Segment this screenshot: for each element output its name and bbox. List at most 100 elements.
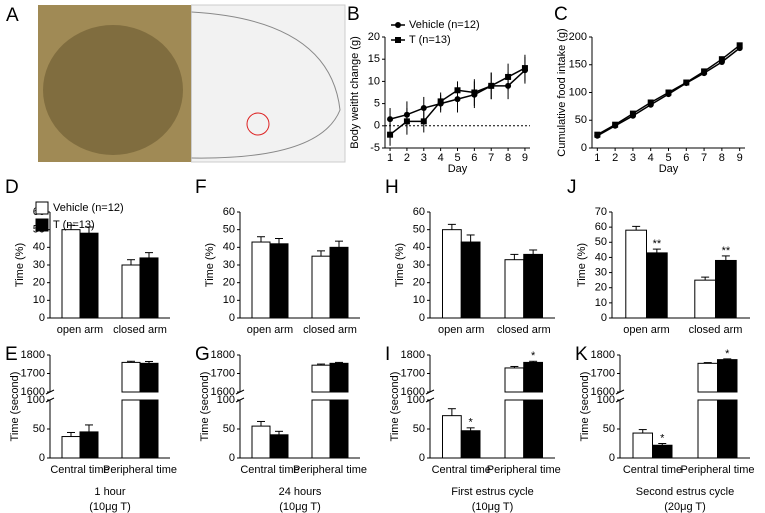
bar [269, 243, 289, 319]
bar [121, 264, 141, 319]
bar-lower-segment [329, 399, 349, 459]
x-tick-label: Central time [240, 464, 299, 476]
y-tick-label: 0 [419, 312, 425, 324]
data-point [612, 121, 619, 128]
y-tick-label: -5 [370, 142, 380, 154]
y-tick-label: 1700 [591, 367, 615, 379]
data-point [647, 99, 654, 106]
target-marker [246, 112, 270, 136]
panel-label: A [6, 5, 19, 26]
y-tick-label: 20 [223, 277, 235, 289]
caption: (10μg T) [472, 501, 514, 513]
y-tick-label: 10 [413, 294, 425, 306]
x-tick-label: 3 [630, 152, 636, 164]
bar-lower-segment [523, 399, 543, 459]
data-point [471, 89, 478, 96]
y-tick-label: 40 [33, 241, 45, 253]
y-tick-label: 40 [595, 251, 607, 263]
x-tick-label: open arm [623, 324, 669, 336]
bar [442, 229, 462, 319]
y-tick-label: 50 [223, 423, 235, 435]
bar [504, 259, 525, 319]
bar [523, 253, 543, 319]
y-tick-label: 50 [413, 423, 425, 435]
x-axis-label: Day [659, 163, 679, 175]
bar [694, 279, 716, 319]
y-tick-label: 10 [223, 294, 235, 306]
y-tick-label: 1600 [211, 386, 235, 398]
x-tick-label: 8 [719, 152, 725, 164]
x-tick-label: Peripheral time [681, 464, 755, 476]
bar-lower-segment [121, 399, 141, 459]
panel-label: G [195, 344, 210, 365]
caption: 1 hour [94, 486, 126, 498]
y-axis-label: Cumulative food intake (g) [556, 28, 568, 156]
y-axis-label: Time (%) [576, 243, 588, 287]
y-tick-label: 1800 [211, 349, 235, 361]
y-tick-label: 0 [419, 452, 425, 464]
y-tick-label: 50 [413, 224, 425, 236]
y-tick-label: 60 [413, 206, 425, 218]
bar [251, 425, 271, 459]
y-tick-label: 1600 [591, 386, 615, 398]
data-point [665, 89, 672, 96]
data-point [718, 56, 725, 63]
y-tick-label: 100 [217, 394, 235, 406]
y-tick-label: 0 [374, 120, 380, 132]
panel-label: J [567, 177, 577, 198]
caption: (20μg T) [664, 501, 706, 513]
y-tick-label: 20 [595, 282, 607, 294]
data-point [403, 118, 410, 125]
bar [311, 255, 331, 319]
y-tick-label: 0 [601, 312, 607, 324]
bar [460, 430, 481, 459]
bar-lower-segment [311, 399, 331, 459]
y-tick-label: 40 [413, 241, 425, 253]
y-tick-label: 30 [33, 259, 45, 271]
y-tick-label: 10 [33, 294, 45, 306]
y-tick-label: 0 [229, 312, 235, 324]
x-tick-label: Central time [432, 464, 491, 476]
y-axis-label: Time (second) [579, 372, 591, 442]
x-tick-label: 1 [594, 152, 600, 164]
y-tick-label: 60 [595, 221, 607, 233]
y-tick-label: 10 [595, 297, 607, 309]
y-tick-label: 50 [223, 224, 235, 236]
y-tick-label: 100 [597, 394, 615, 406]
y-tick-label: 0 [39, 312, 45, 324]
y-tick-label: 1600 [21, 386, 45, 398]
bar [139, 362, 159, 393]
y-tick-label: 15 [368, 53, 380, 65]
legend-label: T (n=13) [53, 219, 95, 231]
y-tick-label: 100 [569, 86, 587, 98]
x-tick-label: 4 [648, 152, 654, 164]
x-tick-label: Peripheral time [103, 464, 177, 476]
data-point [488, 82, 495, 89]
bar [79, 232, 99, 319]
y-tick-label: 0 [39, 452, 45, 464]
y-tick-label: 1800 [21, 349, 45, 361]
bar [61, 229, 81, 319]
y-axis-label: Time (second) [9, 372, 21, 442]
panel-label: D [5, 177, 19, 198]
bar-lower-segment [697, 399, 718, 459]
y-tick-label: 20 [368, 31, 380, 43]
y-tick-label: 30 [595, 266, 607, 278]
x-tick-label: closed arm [497, 324, 551, 336]
significance-label: ** [722, 245, 731, 257]
bar [697, 362, 718, 393]
bar [715, 259, 737, 319]
caption: Second estrus cycle [636, 486, 734, 498]
bar-lower-segment [504, 399, 525, 459]
x-tick-label: open arm [247, 324, 293, 336]
data-point [420, 105, 427, 112]
data-point [683, 79, 690, 86]
panel-label: K [575, 344, 588, 365]
y-tick-label: 100 [27, 394, 45, 406]
data-point [420, 118, 427, 125]
legend-label: Vehicle (n=12) [409, 19, 480, 31]
caption: (10μg T) [279, 501, 321, 513]
x-tick-label: 3 [421, 152, 427, 164]
x-tick-label: 6 [471, 152, 477, 164]
x-tick-label: 1 [387, 152, 393, 164]
